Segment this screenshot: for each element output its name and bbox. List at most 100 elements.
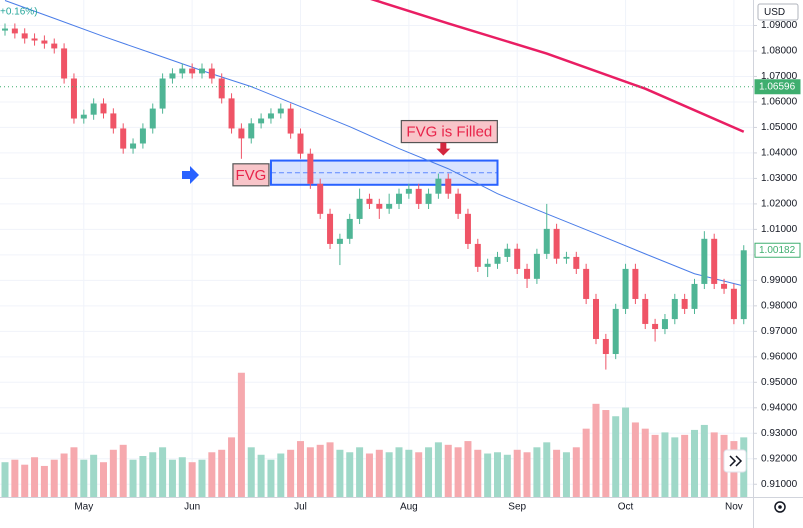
candle-body bbox=[51, 43, 58, 49]
candle-body bbox=[90, 103, 97, 115]
x-tick-label: Jul bbox=[294, 502, 307, 513]
candle-body bbox=[543, 228, 550, 254]
scroll-icon[interactable] bbox=[729, 455, 743, 467]
candle-body bbox=[248, 123, 255, 139]
volume-bar bbox=[80, 459, 88, 497]
candle-body bbox=[376, 203, 383, 209]
candle-body bbox=[228, 98, 235, 129]
fvg-label: FVG bbox=[236, 167, 267, 184]
volume-bar bbox=[139, 455, 147, 497]
currency-label[interactable]: USD bbox=[764, 7, 785, 18]
candle-body bbox=[130, 143, 137, 149]
y-tick-label: 0.95000 bbox=[761, 377, 798, 388]
volume-bar bbox=[257, 454, 265, 497]
candle-body bbox=[652, 323, 659, 330]
volume-bar bbox=[622, 407, 630, 497]
volume-bar bbox=[178, 457, 186, 497]
y-tick-label: 1.07000 bbox=[761, 71, 798, 82]
volume-bar bbox=[129, 459, 137, 497]
x-tick-label: Nov bbox=[725, 502, 743, 513]
volume-bar bbox=[562, 452, 570, 497]
candle-body bbox=[327, 213, 334, 244]
candle-body bbox=[208, 68, 215, 79]
scroll-button[interactable] bbox=[723, 449, 747, 473]
y-tick-label: 0.94000 bbox=[761, 402, 798, 413]
candle-body bbox=[455, 193, 462, 214]
settings-icon-center[interactable] bbox=[778, 505, 782, 509]
settings-button[interactable] bbox=[774, 501, 786, 513]
volume-bar bbox=[533, 447, 541, 497]
volume-bar bbox=[60, 453, 68, 497]
x-tick-label: Oct bbox=[618, 502, 634, 513]
candle-body bbox=[721, 283, 728, 289]
candle-body bbox=[159, 78, 166, 109]
settings-icon[interactable] bbox=[774, 501, 786, 513]
candle-body bbox=[573, 256, 580, 269]
x-tick-label: Aug bbox=[400, 502, 418, 513]
moving-average bbox=[370, 0, 745, 133]
volume-bar bbox=[602, 410, 610, 497]
candle-body bbox=[139, 128, 146, 144]
candle-body bbox=[336, 238, 343, 244]
candle-body bbox=[307, 153, 314, 184]
candle-body bbox=[612, 308, 619, 355]
y-tick-label: 0.97000 bbox=[761, 326, 798, 337]
candle-body bbox=[425, 193, 432, 204]
volume-bar bbox=[277, 453, 285, 497]
candle-body bbox=[31, 38, 38, 41]
volume-bar bbox=[464, 441, 472, 497]
volume-bar bbox=[681, 434, 689, 497]
volume-bar bbox=[346, 452, 354, 497]
candle-body bbox=[120, 128, 127, 149]
volume-bar bbox=[503, 454, 511, 497]
volume-bar bbox=[444, 444, 452, 497]
volume-bar bbox=[149, 452, 157, 497]
candle-body bbox=[583, 268, 590, 299]
volume-bar bbox=[691, 429, 698, 497]
currency-button[interactable]: USD bbox=[757, 3, 799, 21]
candle-body bbox=[563, 256, 570, 259]
candle-body bbox=[2, 28, 8, 31]
candle-body bbox=[277, 108, 284, 114]
y-tick-label: 1.02000 bbox=[761, 199, 798, 210]
volume-bar bbox=[385, 452, 393, 497]
axes: 1.09000 1.08000 1.07000 1.06000 1.05000 1.040… bbox=[74, 20, 801, 513]
volume-bar bbox=[405, 449, 413, 497]
candle-body bbox=[642, 298, 649, 324]
volume-bar bbox=[474, 449, 482, 497]
volume-bar bbox=[641, 428, 649, 497]
volume-bar bbox=[661, 432, 669, 497]
volume-bar bbox=[572, 447, 580, 497]
volume-bar bbox=[188, 462, 196, 497]
volume-bar bbox=[297, 441, 304, 497]
volume-bar bbox=[168, 459, 176, 497]
candle-body bbox=[524, 268, 531, 279]
y-tick-label: 1.03000 bbox=[761, 173, 798, 184]
candle-body bbox=[218, 78, 225, 99]
y-tick-label: 0.93000 bbox=[761, 428, 798, 439]
candle-body bbox=[189, 68, 196, 74]
volume-bar bbox=[208, 452, 216, 497]
blue-arrow bbox=[182, 166, 199, 184]
volume-bar bbox=[336, 449, 344, 497]
candle-body bbox=[514, 248, 521, 269]
x-tick-label: Jun bbox=[184, 502, 200, 513]
x-tick-label: Sep bbox=[508, 502, 526, 513]
candle-body bbox=[553, 228, 560, 259]
candle-body bbox=[356, 198, 363, 219]
currency-box[interactable] bbox=[757, 3, 799, 21]
candle-body bbox=[701, 238, 708, 284]
candle-body bbox=[533, 253, 540, 279]
volume-bar bbox=[365, 453, 373, 497]
candle-body bbox=[267, 113, 274, 119]
candle-body bbox=[317, 183, 324, 214]
volume-bar bbox=[247, 447, 255, 497]
candle-body bbox=[386, 203, 393, 209]
y-tick-label: 1.05000 bbox=[761, 122, 798, 133]
candle-body bbox=[593, 298, 599, 339]
volume-bar bbox=[11, 459, 19, 497]
candle-body bbox=[435, 178, 442, 194]
volume-bar bbox=[100, 462, 107, 497]
candle-body bbox=[41, 40, 48, 44]
candle-body bbox=[346, 218, 353, 239]
